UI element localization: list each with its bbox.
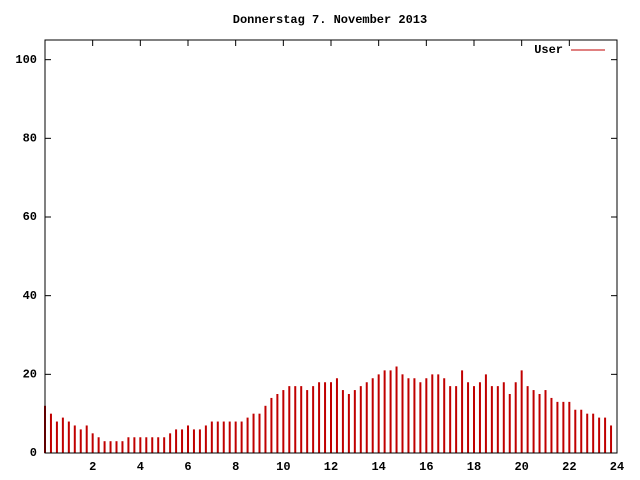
x-tick-label: 2 — [89, 460, 96, 474]
x-tick-label: 4 — [137, 460, 144, 474]
x-tick-label: 10 — [276, 460, 290, 474]
plot-border — [44, 39, 618, 454]
x-tick-label: 24 — [610, 460, 624, 474]
x-tick-label: 18 — [467, 460, 481, 474]
x-tick-label: 22 — [562, 460, 576, 474]
x-tick-label: 8 — [232, 460, 239, 474]
x-tick-label: 12 — [324, 460, 338, 474]
y-tick-label: 60 — [23, 210, 37, 224]
y-tick-label: 0 — [30, 446, 37, 460]
x-tick-label: 6 — [184, 460, 191, 474]
x-tick-label: 20 — [514, 460, 528, 474]
y-tick-label: 20 — [23, 368, 37, 382]
y-tick-label: 40 — [23, 289, 37, 303]
y-tick-label: 80 — [23, 132, 37, 146]
x-tick-label: 14 — [371, 460, 385, 474]
x-tick-label: 16 — [419, 460, 433, 474]
y-tick-label: 100 — [15, 53, 37, 67]
legend-label: User — [534, 43, 563, 57]
chart-title: Donnerstag 7. November 2013 — [233, 13, 427, 27]
